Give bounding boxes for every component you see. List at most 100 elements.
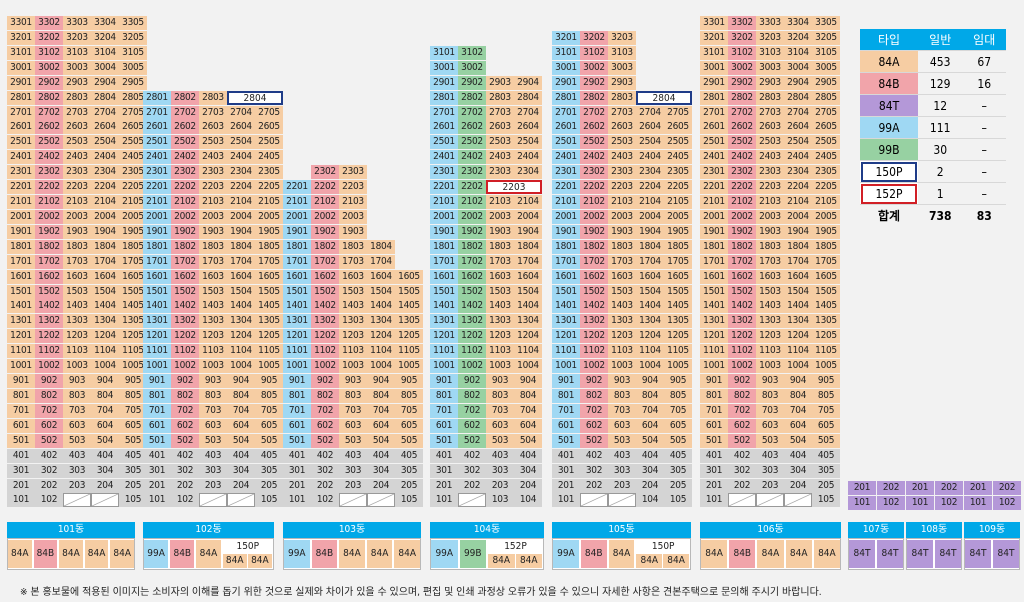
unit-cell: 1701 xyxy=(143,255,171,269)
unit-cell: 1503 xyxy=(756,285,784,299)
unit-cell: 2205 xyxy=(664,180,692,194)
unit-cell: 2905 xyxy=(119,76,147,90)
unit-cell: 801 xyxy=(552,389,580,403)
unit-cell: 1601 xyxy=(552,270,580,284)
unit-type-cell: 84T xyxy=(965,540,991,568)
unit-cell: 1502 xyxy=(35,285,63,299)
unit-cell: 1001 xyxy=(552,359,580,373)
building-name-label: 107동 xyxy=(848,522,904,538)
unit-cell: 1801 xyxy=(430,240,458,254)
unit-cell: 601 xyxy=(430,419,458,433)
unit-cell: 1802 xyxy=(171,240,199,254)
unit-cell: 1404 xyxy=(784,299,812,313)
unit-cell: 1501 xyxy=(552,285,580,299)
unit-cell: 402 xyxy=(35,449,63,463)
unit-cell: 204 xyxy=(91,479,119,493)
legend-rental: 16 xyxy=(962,72,1006,95)
missing-unit xyxy=(91,493,119,507)
unit-cell: 1604 xyxy=(636,270,664,284)
unit-cell: 3303 xyxy=(756,16,784,30)
unit-cell: 1204 xyxy=(367,329,395,343)
unit-cell: 1204 xyxy=(227,329,255,343)
unit-cell: 801 xyxy=(700,389,728,403)
unit-cell: 2201 xyxy=(700,180,728,194)
unit-cell: 2004 xyxy=(514,210,542,224)
unit-cell: 2605 xyxy=(812,120,840,134)
townhouse-unit: 102 xyxy=(877,496,905,510)
townhouse-unit: 201 xyxy=(848,481,876,495)
unit-cell: 1704 xyxy=(91,255,119,269)
unit-cell: 305 xyxy=(119,464,147,478)
unit-cell: 2604 xyxy=(514,120,542,134)
legend-type: 150P xyxy=(860,160,918,183)
unit-cell: 2004 xyxy=(784,210,812,224)
unit-cell: 605 xyxy=(664,419,692,433)
unit-cell: 3002 xyxy=(580,61,608,75)
unit-cell: 2503 xyxy=(608,135,636,149)
unit-cell: 1403 xyxy=(199,299,227,313)
unit-cell: 504 xyxy=(91,434,119,448)
townhouse-unit: 202 xyxy=(993,481,1021,495)
unit-cell: 1702 xyxy=(35,255,63,269)
unit-cell: 1301 xyxy=(552,314,580,328)
unit-type-cell: 84B xyxy=(170,540,195,568)
unit-cell: 2102 xyxy=(728,195,756,209)
unit-cell: 1005 xyxy=(255,359,283,373)
unit-type-cell: 84T xyxy=(877,540,903,568)
unit-cell: 405 xyxy=(255,449,283,463)
unit-cell: 703 xyxy=(608,404,636,418)
unit-cell: 703 xyxy=(756,404,784,418)
unit-cell: 702 xyxy=(458,404,486,418)
unit-cell: 603 xyxy=(339,419,367,433)
unit-cell: 2003 xyxy=(756,210,784,224)
legend-row-99a: 99A 111 – xyxy=(860,116,1006,139)
unit-cell: 2602 xyxy=(580,120,608,134)
unit-cell: 2505 xyxy=(255,135,283,149)
unit-cell: 1102 xyxy=(728,344,756,358)
unit-cell: 2403 xyxy=(63,150,91,164)
unit-cell: 2003 xyxy=(339,210,367,224)
unit-cell: 2504 xyxy=(91,135,119,149)
unit-cell: 3105 xyxy=(812,46,840,60)
unit-cell: 2704 xyxy=(514,106,542,120)
unit-cell: 1302 xyxy=(728,314,756,328)
unit-cell: 2804 xyxy=(514,91,542,105)
unit-cell: 1002 xyxy=(35,359,63,373)
unit-cell: 1005 xyxy=(812,359,840,373)
unit-cell: 2502 xyxy=(171,135,199,149)
unit-cell: 2301 xyxy=(700,165,728,179)
unit-cell: 2602 xyxy=(171,120,199,134)
unit-cell: 505 xyxy=(664,434,692,448)
legend-header-rental: 임대 xyxy=(962,29,1006,51)
unit-cell: 1602 xyxy=(171,270,199,284)
unit-cell: 105 xyxy=(664,493,692,507)
unit-cell: 501 xyxy=(7,434,35,448)
unit-cell: 3001 xyxy=(7,61,35,75)
unit-cell: 2201 xyxy=(7,180,35,194)
unit-cell: 201 xyxy=(430,479,458,493)
unit-cell: 504 xyxy=(636,434,664,448)
unit-cell: 3304 xyxy=(91,16,119,30)
unit-type-cell: 84A xyxy=(813,540,840,568)
unit-cell: 3301 xyxy=(7,16,35,30)
unit-cell: 903 xyxy=(608,374,636,388)
unit-cell: 302 xyxy=(171,464,199,478)
unit-cell: 303 xyxy=(608,464,636,478)
unit-cell: 1403 xyxy=(63,299,91,313)
building-name-label: 101동 xyxy=(7,522,135,538)
unit-cell: 2304 xyxy=(784,165,812,179)
unit-cell: 1305 xyxy=(255,314,283,328)
unit-cell: 901 xyxy=(7,374,35,388)
unit-cell: 1502 xyxy=(171,285,199,299)
unit-cell: 2501 xyxy=(700,135,728,149)
unit-cell: 2001 xyxy=(7,210,35,224)
unit-cell: 2204 xyxy=(227,180,255,194)
unit-cell: 603 xyxy=(199,419,227,433)
unit-cell: 2003 xyxy=(486,210,514,224)
unit-cell: 1301 xyxy=(7,314,35,328)
unit-cell: 1504 xyxy=(514,285,542,299)
unit-cell: 502 xyxy=(728,434,756,448)
unit-cell: 2204 xyxy=(784,180,812,194)
unit-cell: 2704 xyxy=(91,106,119,120)
